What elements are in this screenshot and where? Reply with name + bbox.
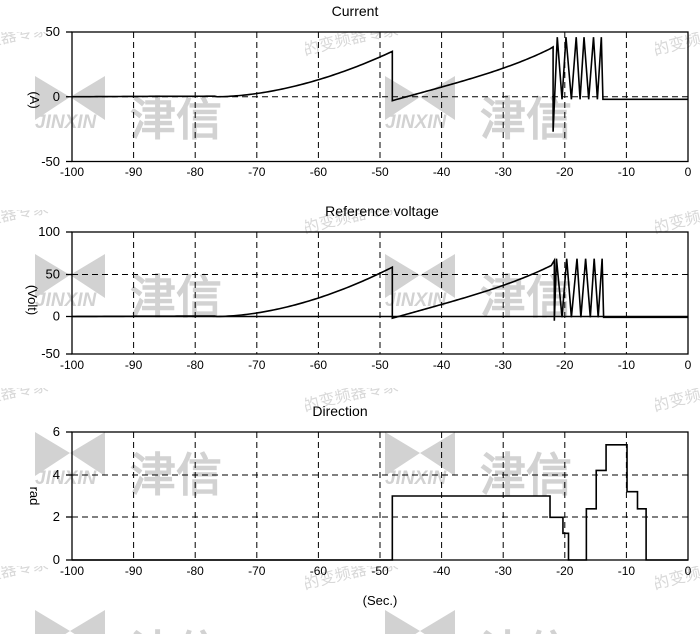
svg-text:-90: -90	[125, 564, 143, 578]
svg-text:-80: -80	[187, 165, 205, 179]
svg-text:0: 0	[53, 309, 60, 324]
svg-text:-100: -100	[60, 165, 84, 179]
svg-text:-70: -70	[248, 165, 266, 179]
svg-text:Direction: Direction	[312, 403, 367, 419]
svg-text:(Sec.): (Sec.)	[363, 593, 398, 608]
svg-text:-30: -30	[495, 564, 513, 578]
svg-text:-30: -30	[495, 165, 513, 179]
svg-text:-20: -20	[556, 358, 574, 372]
svg-text:-60: -60	[310, 564, 328, 578]
svg-text:-80: -80	[187, 564, 205, 578]
svg-text:-90: -90	[125, 165, 143, 179]
svg-text:0: 0	[53, 552, 60, 567]
svg-text:-90: -90	[125, 358, 143, 372]
svg-text:(A): (A)	[27, 91, 42, 108]
svg-text:-10: -10	[618, 564, 636, 578]
svg-text:(Volt): (Volt)	[25, 285, 40, 315]
svg-text:-60: -60	[310, 358, 328, 372]
svg-text:-60: -60	[310, 165, 328, 179]
svg-text:-20: -20	[556, 165, 574, 179]
svg-text:-50: -50	[371, 165, 389, 179]
svg-text:-40: -40	[433, 564, 451, 578]
svg-text:-40: -40	[433, 358, 451, 372]
svg-text:-50: -50	[41, 346, 60, 361]
svg-text:-40: -40	[433, 165, 451, 179]
svg-text:Reference voltage: Reference voltage	[325, 203, 439, 219]
svg-text:-70: -70	[248, 564, 266, 578]
svg-text:-100: -100	[60, 564, 84, 578]
svg-text:rad: rad	[27, 487, 42, 506]
svg-text:-20: -20	[556, 564, 574, 578]
svg-text:Current: Current	[332, 3, 379, 19]
svg-text:0: 0	[685, 564, 692, 578]
svg-text:0: 0	[685, 358, 692, 372]
svg-text:-70: -70	[248, 358, 266, 372]
svg-text:50: 50	[46, 24, 60, 39]
svg-text:0: 0	[53, 89, 60, 104]
svg-text:-30: -30	[495, 358, 513, 372]
svg-text:100: 100	[38, 224, 60, 239]
svg-text:-50: -50	[371, 358, 389, 372]
svg-text:-10: -10	[618, 358, 636, 372]
svg-text:4: 4	[53, 467, 60, 482]
svg-text:-80: -80	[187, 358, 205, 372]
svg-text:-100: -100	[60, 358, 84, 372]
svg-text:2: 2	[53, 509, 60, 524]
svg-text:-10: -10	[618, 165, 636, 179]
svg-text:6: 6	[53, 424, 60, 439]
svg-text:0: 0	[685, 165, 692, 179]
svg-text:-50: -50	[41, 154, 60, 169]
svg-text:-50: -50	[371, 564, 389, 578]
svg-text:50: 50	[46, 267, 60, 282]
